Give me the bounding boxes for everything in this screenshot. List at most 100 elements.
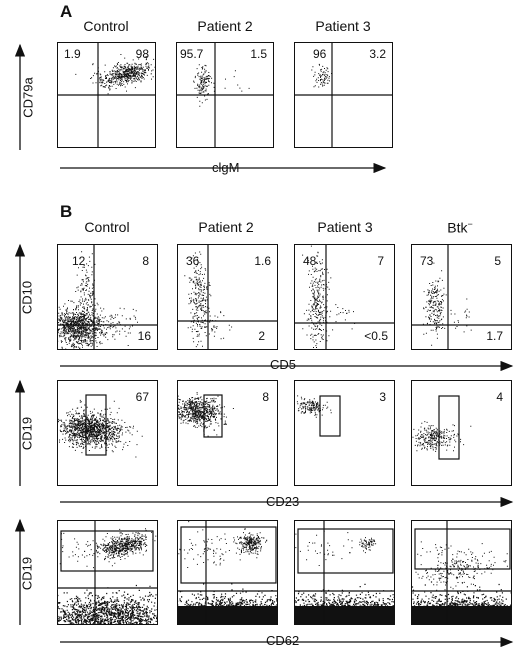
- panel-a-letter: A: [60, 2, 73, 21]
- quadrant-ul: 12: [72, 254, 86, 268]
- gate-percent: 3: [379, 390, 386, 404]
- dense-population: [178, 606, 277, 624]
- dot-plot-canvas: [295, 245, 394, 349]
- dot-plot-canvas: [296, 395, 341, 437]
- quadrant-ul: 48: [303, 254, 317, 268]
- cell-cloud: [450, 298, 472, 333]
- panel-a-ylabel: CD79a: [20, 77, 36, 118]
- flow-plot-a-patient3: 96 3.2: [294, 42, 393, 148]
- flow-plot-b3-patient3: [294, 520, 395, 625]
- quadrant-ur: 1.6: [254, 254, 271, 268]
- flow-plot-b2-patient3: 3: [294, 380, 395, 486]
- panel-b3-xlabel: CD62: [266, 633, 300, 648]
- flow-plot-b1-btk: 73 5 1.7: [411, 244, 512, 350]
- cell-cloud: [233, 528, 268, 555]
- quadrant-ul: 36: [186, 254, 200, 268]
- panel-b2-ylabel: CD19: [19, 416, 35, 451]
- flow-plot-b2-control: 67: [57, 380, 158, 486]
- quadrant-ur: 8: [142, 254, 149, 268]
- dot-plot-canvas: [177, 43, 273, 147]
- dot-plot-canvas: [178, 392, 234, 438]
- cell-cloud: [302, 245, 334, 348]
- dot-plot-canvas: [295, 43, 392, 147]
- quadrant-lr: 16: [137, 329, 151, 343]
- cell-cloud: [422, 262, 449, 346]
- panel-b-letter: B: [60, 202, 73, 221]
- panel-a-title-patient3: Patient 3: [315, 18, 371, 34]
- quadrant-lr: 1.7: [486, 329, 503, 343]
- dot-plot-canvas: [58, 394, 143, 458]
- flow-plot-b1-control: 12 8 16: [57, 244, 158, 350]
- dot-plot-canvas: [295, 521, 394, 624]
- dot-plot-canvas: [412, 521, 511, 624]
- dot-plot-canvas: [58, 43, 155, 147]
- cell-cloud: [90, 63, 123, 88]
- panel-b1-ylabel: CD10: [19, 280, 35, 315]
- quadrant-lr: <0.5: [364, 329, 388, 343]
- cell-cloud: [295, 530, 370, 566]
- quadrant-lr: 2: [258, 329, 265, 343]
- panel-a-xlabel: clgM: [212, 160, 240, 175]
- dense-population: [295, 606, 394, 624]
- flow-plot-b1-patient2: 36 1.6 2: [177, 244, 278, 350]
- dot-plot-canvas: [58, 521, 157, 624]
- panel-b-title-control: Control: [84, 219, 130, 235]
- quadrant-ul: 73: [420, 254, 434, 268]
- gate-box: [60, 530, 154, 572]
- cell-cloud: [178, 392, 234, 437]
- quadrant-ur: 7: [377, 254, 384, 268]
- cell-cloud: [193, 64, 215, 107]
- cell-cloud: [412, 421, 456, 452]
- panel-a-title-control: Control: [83, 18, 129, 34]
- quadrant-ur: 1.5: [250, 47, 267, 61]
- flow-plot-a-patient2: 95.7 1.5: [176, 42, 274, 148]
- cell-cloud: [58, 584, 157, 624]
- quadrant-ur: 3.2: [369, 47, 386, 61]
- cell-cloud: [84, 528, 157, 564]
- dot-plot-canvas: [412, 245, 511, 349]
- panel-b3-ylabel: CD19: [19, 556, 35, 591]
- panel-b-title-btk: Btk−: [447, 219, 473, 236]
- cell-cloud: [224, 70, 250, 92]
- panel-a-title-patient2: Patient 2: [197, 18, 253, 34]
- quadrant-ul: 95.7: [180, 47, 204, 61]
- flow-plot-b3-control: [57, 520, 158, 625]
- gate-percent: 67: [135, 390, 149, 404]
- cell-cloud: [72, 251, 100, 349]
- dense-population: [412, 606, 511, 624]
- cell-cloud: [311, 63, 332, 88]
- dot-plot-canvas: [178, 521, 277, 624]
- panel-b2-xlabel: CD23: [266, 494, 300, 509]
- gate-percent: 8: [262, 390, 269, 404]
- panel-b1-xlabel: CD5: [270, 357, 297, 372]
- cell-cloud: [58, 399, 134, 454]
- flow-plot-b1-patient3: 48 7 <0.5: [294, 244, 395, 350]
- cell-cloud: [75, 54, 155, 95]
- gate-box: [438, 395, 460, 460]
- gate-box: [319, 395, 341, 437]
- quadrant-ul: 96: [313, 47, 327, 61]
- flow-plot-b3-patient2: [177, 520, 278, 625]
- gate-box: [203, 394, 223, 438]
- gate-box: [85, 394, 107, 456]
- dot-plot-canvas: [58, 245, 157, 349]
- panel-b-title-patient2: Patient 2: [198, 219, 254, 235]
- cell-cloud: [296, 395, 332, 418]
- gate-percent: 4: [496, 390, 503, 404]
- quadrant-ur: 5: [494, 254, 501, 268]
- flow-plot-a-control: 1.9 98: [57, 42, 156, 148]
- flow-plot-b3-btk: [411, 520, 512, 625]
- gate-box: [180, 526, 277, 584]
- flow-plot-b2-btk: 4: [411, 380, 512, 486]
- gate-box: [414, 528, 511, 570]
- quadrant-ul: 1.9: [64, 47, 81, 61]
- dot-plot-canvas: [412, 395, 472, 460]
- cell-cloud: [58, 298, 115, 349]
- cell-cloud: [441, 424, 472, 452]
- quadrant-ur: 98: [135, 47, 149, 61]
- gate-box: [297, 528, 394, 574]
- dot-plot-canvas: [178, 245, 277, 349]
- flow-plot-b2-patient2: 8: [177, 380, 278, 486]
- panel-b-title-patient3: Patient 3: [317, 219, 373, 235]
- cell-cloud: [359, 537, 377, 554]
